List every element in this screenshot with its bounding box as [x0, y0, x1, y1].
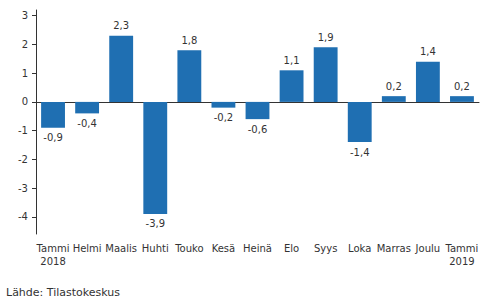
svg-text:Heinä: Heinä	[243, 243, 272, 254]
svg-text:Joulu: Joulu	[415, 243, 441, 254]
svg-text:1,1: 1,1	[284, 55, 300, 66]
svg-text:-0,9: -0,9	[43, 132, 63, 143]
svg-text:1,8: 1,8	[181, 35, 197, 46]
svg-text:2018: 2018	[40, 256, 65, 267]
svg-text:2: 2	[22, 39, 28, 50]
svg-text:Touko: Touko	[174, 243, 203, 254]
svg-text:Tammi: Tammi	[36, 243, 70, 254]
svg-text:-0,6: -0,6	[248, 124, 268, 135]
svg-text:2019: 2019	[449, 256, 474, 267]
svg-text:Lähde: Tilastokeskus: Lähde: Tilastokeskus	[6, 286, 120, 299]
svg-text:Kesä: Kesä	[212, 243, 236, 254]
svg-text:-2: -2	[18, 154, 28, 165]
svg-text:-4: -4	[18, 211, 28, 222]
svg-text:Marras: Marras	[377, 243, 411, 254]
svg-text:Huhti: Huhti	[142, 243, 169, 254]
svg-text:-0,2: -0,2	[214, 112, 234, 123]
svg-text:0,2: 0,2	[454, 81, 470, 92]
svg-text:Syys: Syys	[314, 243, 337, 254]
svg-text:2,3: 2,3	[113, 20, 129, 31]
svg-text:-3,9: -3,9	[146, 218, 166, 229]
svg-text:1,9: 1,9	[318, 32, 334, 43]
svg-text:Helmi: Helmi	[73, 243, 102, 254]
svg-text:1,4: 1,4	[420, 46, 436, 57]
svg-text:-0,4: -0,4	[77, 118, 97, 129]
svg-text:Maalis: Maalis	[105, 243, 137, 254]
svg-text:0,2: 0,2	[386, 81, 402, 92]
svg-text:3: 3	[22, 10, 28, 21]
svg-text:Loka: Loka	[348, 243, 371, 254]
svg-text:Tammi: Tammi	[445, 243, 479, 254]
svg-text:-1,4: -1,4	[350, 147, 370, 158]
svg-text:-3: -3	[18, 183, 28, 194]
svg-text:0: 0	[22, 96, 28, 107]
svg-text:-1: -1	[18, 125, 28, 136]
svg-text:1: 1	[22, 68, 28, 79]
svg-text:Elo: Elo	[284, 243, 299, 254]
